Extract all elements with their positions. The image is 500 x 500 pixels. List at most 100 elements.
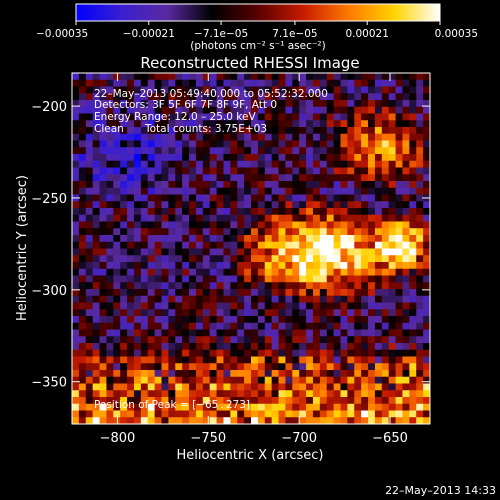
heatmap-cell: [402, 113, 410, 121]
heatmap-cell: [168, 167, 176, 175]
heatmap-cell: [140, 363, 149, 371]
heatmap-cell: [312, 255, 321, 263]
heatmap-cell: [271, 147, 280, 155]
heatmap-cell: [381, 302, 390, 310]
heatmap-cell: [99, 127, 108, 135]
heatmap-cell: [106, 309, 114, 317]
heatmap-cell: [154, 127, 163, 135]
heatmap-cell: [347, 403, 355, 412]
heatmap-cell: [340, 120, 348, 128]
heatmap-cell: [292, 403, 300, 412]
heatmap-cell: [106, 295, 114, 304]
heatmap-cell: [106, 167, 114, 175]
heatmap-cell: [161, 417, 169, 424]
heatmap-cell: [340, 93, 348, 101]
heatmap-cell: [374, 390, 383, 398]
heatmap-cell: [237, 100, 245, 108]
heatmap-cell: [161, 194, 169, 202]
heatmap-cell: [85, 403, 94, 412]
heatmap-cell: [381, 127, 390, 135]
heatmap-cell: [388, 228, 397, 236]
heatmap-cell: [354, 133, 362, 142]
heatmap-cell: [257, 214, 266, 223]
heatmap-cell: [347, 329, 355, 337]
heatmap-cell: [306, 201, 314, 209]
heatmap-cell: [251, 147, 259, 155]
heatmap-cell: [92, 289, 101, 297]
heatmap-cell: [333, 73, 342, 81]
heatmap-cell: [299, 295, 307, 304]
heatmap-cell: [306, 147, 314, 155]
heatmap-cell: [78, 120, 87, 128]
heatmap-cell: [395, 140, 404, 148]
heatmap-cell: [251, 140, 259, 148]
heatmap-cell: [189, 417, 197, 424]
heatmap-cell: [230, 208, 238, 216]
heatmap-cell: [361, 73, 369, 81]
heatmap-cell: [230, 336, 238, 344]
heatmap-cell: [182, 154, 190, 162]
heatmap-cell: [237, 410, 245, 418]
heatmap-cell: [278, 403, 287, 412]
heatmap-cell: [354, 349, 362, 358]
heatmap-cell: [340, 228, 348, 236]
heatmap-cell: [127, 349, 135, 358]
heatmap-cell: [312, 316, 321, 324]
heatmap-cell: [230, 100, 238, 108]
heatmap-cell: [333, 295, 342, 304]
heatmap-cell: [292, 235, 300, 243]
heatmap-cell: [299, 194, 307, 202]
heatmap-cell: [120, 349, 128, 358]
heatmap-cell: [78, 214, 87, 223]
heatmap-cell: [264, 113, 273, 121]
heatmap-cell: [347, 73, 355, 81]
heatmap-cell: [306, 187, 314, 196]
heatmap-cell: [161, 181, 169, 189]
heatmap-cell: [189, 410, 197, 418]
heatmap-cell: [395, 194, 404, 202]
heatmap-cell: [416, 208, 424, 216]
heatmap-cell: [113, 181, 121, 189]
heatmap-cell: [182, 268, 190, 277]
heatmap-cell: [347, 336, 355, 344]
heatmap-cell: [278, 86, 287, 94]
heatmap-cell: [223, 140, 231, 148]
heatmap-cell: [244, 248, 252, 256]
heatmap-cell: [381, 235, 390, 243]
heatmap-cell: [395, 370, 404, 378]
heatmap-cell: [127, 309, 135, 317]
heatmap-cell: [127, 93, 135, 101]
heatmap-cell: [395, 201, 404, 209]
heatmap-cell: [168, 174, 176, 182]
heatmap-cell: [285, 201, 293, 209]
heatmap-cell: [333, 86, 342, 94]
heatmap-cell: [202, 268, 211, 277]
heatmap-cell: [388, 147, 397, 155]
heatmap-cell: [147, 120, 156, 128]
heatmap-cell: [423, 282, 430, 290]
heatmap-cell: [216, 100, 225, 108]
heatmap-cell: [106, 390, 114, 398]
heatmap-cell: [361, 349, 369, 358]
heatmap-cell: [299, 127, 307, 135]
heatmap-cell: [347, 343, 355, 351]
heatmap-cell: [106, 322, 114, 331]
heatmap-cell: [154, 349, 163, 358]
heatmap-cell: [113, 147, 121, 155]
heatmap-cell: [354, 167, 362, 175]
heatmap-cell: [264, 154, 273, 162]
heatmap-cell: [85, 363, 94, 371]
heatmap-cell: [244, 322, 252, 331]
heatmap-cell: [368, 201, 376, 209]
heatmap-cell: [244, 79, 252, 88]
heatmap-cell: [381, 113, 390, 121]
heatmap-cell: [374, 295, 383, 304]
heatmap-cell: [195, 167, 204, 175]
heatmap-cell: [127, 86, 135, 94]
heatmap-cell: [354, 329, 362, 337]
heatmap-cell: [113, 120, 121, 128]
chart-title: Reconstructed RHESSI Image: [140, 54, 359, 72]
heatmap-cell: [133, 228, 142, 236]
heatmap-cell: [416, 181, 424, 189]
heatmap-plot: −800 −750 −700 −650−200−250−300−350: [31, 72, 431, 446]
